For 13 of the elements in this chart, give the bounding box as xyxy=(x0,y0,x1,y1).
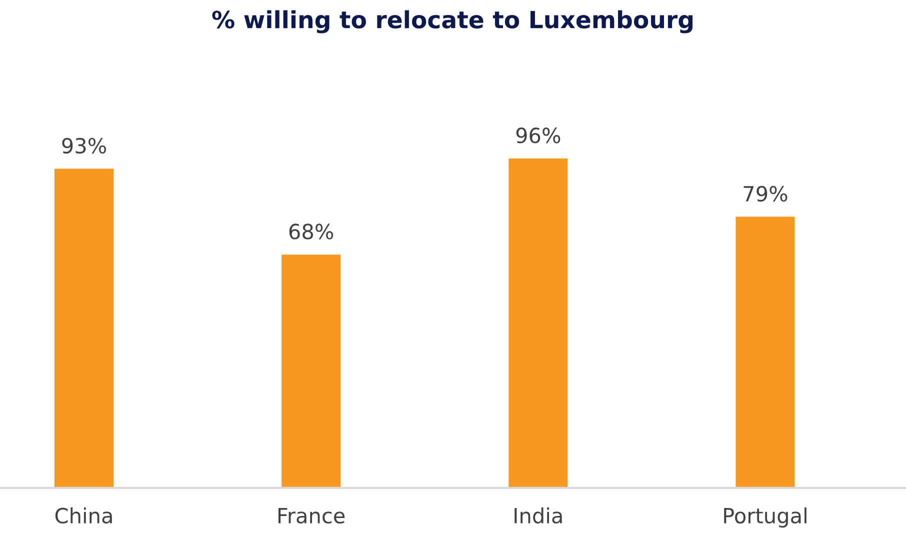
x-tick-label: France xyxy=(278,508,345,524)
data-label: 79% xyxy=(744,186,788,202)
x-tick-label: Portugal xyxy=(724,507,806,528)
data-label: 68% xyxy=(289,224,334,240)
data-label: 96% xyxy=(516,128,560,144)
bar xyxy=(508,158,568,488)
data-label: 93% xyxy=(62,138,106,154)
bar xyxy=(736,216,795,488)
bar xyxy=(54,168,114,488)
x-tick-label: China xyxy=(55,507,112,524)
chart-title: % willing to relocate to Luxembourg xyxy=(212,10,693,34)
x-tick-label: India xyxy=(514,507,562,524)
bar xyxy=(282,254,341,488)
